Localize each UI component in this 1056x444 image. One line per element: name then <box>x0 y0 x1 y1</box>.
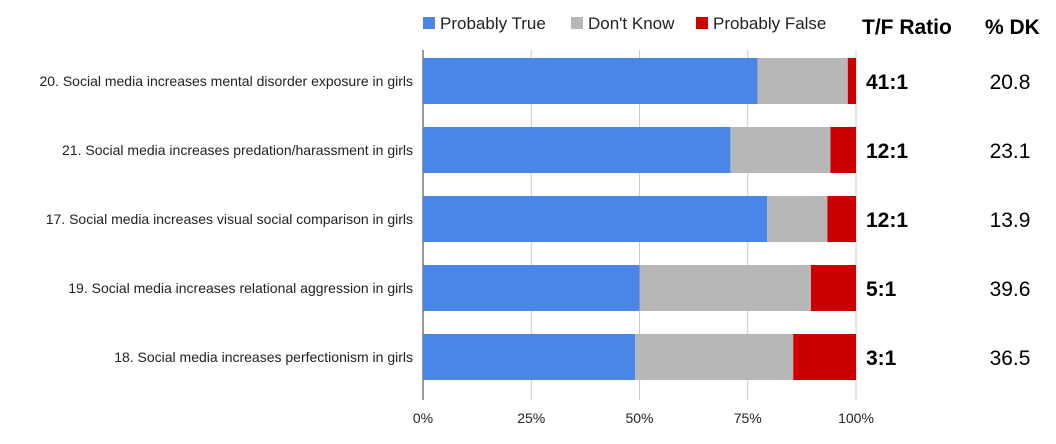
ratio-value: 12:1 <box>866 209 908 232</box>
bar-segment-probably-true <box>423 265 640 311</box>
dk-column-header: % DK <box>985 16 1040 39</box>
bar-segment-probably-true <box>423 58 758 104</box>
x-tick-label: 0% <box>413 410 433 426</box>
bar-segment-don-t-know <box>757 58 848 104</box>
dk-value: 13.9 <box>990 209 1031 232</box>
legend-label: Probably True <box>440 14 546 33</box>
ratio-column-header: T/F Ratio <box>862 16 952 39</box>
legend-swatch <box>423 17 435 29</box>
bar-segment-don-t-know <box>635 334 794 380</box>
bar-segment-don-t-know <box>730 127 831 173</box>
legend-swatch <box>696 17 708 29</box>
x-tick-label: 75% <box>734 410 762 426</box>
legend-label: Probably False <box>713 14 826 33</box>
bar-segment-probably-true <box>423 127 731 173</box>
dk-value: 39.6 <box>990 278 1031 301</box>
ratio-values: 41:1 12:1 12:1 5:1 3:1 <box>866 71 908 370</box>
bar-segment-probably-false <box>810 265 856 311</box>
x-tick-label: 50% <box>625 410 653 426</box>
bar-segment-probably-false <box>793 334 856 380</box>
category-label: 21. Social media increases predation/har… <box>62 142 413 158</box>
dk-value: 36.5 <box>990 347 1031 370</box>
bar-segment-probably-true <box>423 334 636 380</box>
category-label: 18. Social media increases perfectionism… <box>114 349 413 365</box>
ratio-value: 12:1 <box>866 140 908 163</box>
bar-segment-probably-false <box>830 127 856 173</box>
ratio-value: 5:1 <box>866 278 897 301</box>
x-tick-label: 25% <box>517 410 545 426</box>
category-labels: 20. Social media increases mental disord… <box>39 73 413 365</box>
x-tick-label: 100% <box>838 410 874 426</box>
bar-segment-don-t-know <box>767 196 828 242</box>
ratio-value: 3:1 <box>866 347 897 370</box>
category-label: 19. Social media increases relational ag… <box>68 280 413 296</box>
dk-value: 23.1 <box>990 140 1031 163</box>
bars <box>423 58 856 380</box>
bar-segment-don-t-know <box>639 265 811 311</box>
ratio-value: 41:1 <box>866 71 908 94</box>
legend-label: Don't Know <box>588 14 675 33</box>
bar-segment-probably-false <box>827 196 856 242</box>
legend-swatch <box>571 17 583 29</box>
x-axis-ticks: 0% 25% 50% 75% 100% <box>413 410 874 426</box>
category-label: 17. Social media increases visual social… <box>46 211 413 227</box>
dk-values: 20.8 23.1 13.9 39.6 36.5 <box>990 71 1031 370</box>
bar-segment-probably-false <box>847 58 856 104</box>
category-label: 20. Social media increases mental disord… <box>39 73 413 89</box>
bar-segment-probably-true <box>423 196 768 242</box>
dk-value: 20.8 <box>990 71 1031 94</box>
legend: Probably True Don't Know Probably False <box>423 14 826 33</box>
